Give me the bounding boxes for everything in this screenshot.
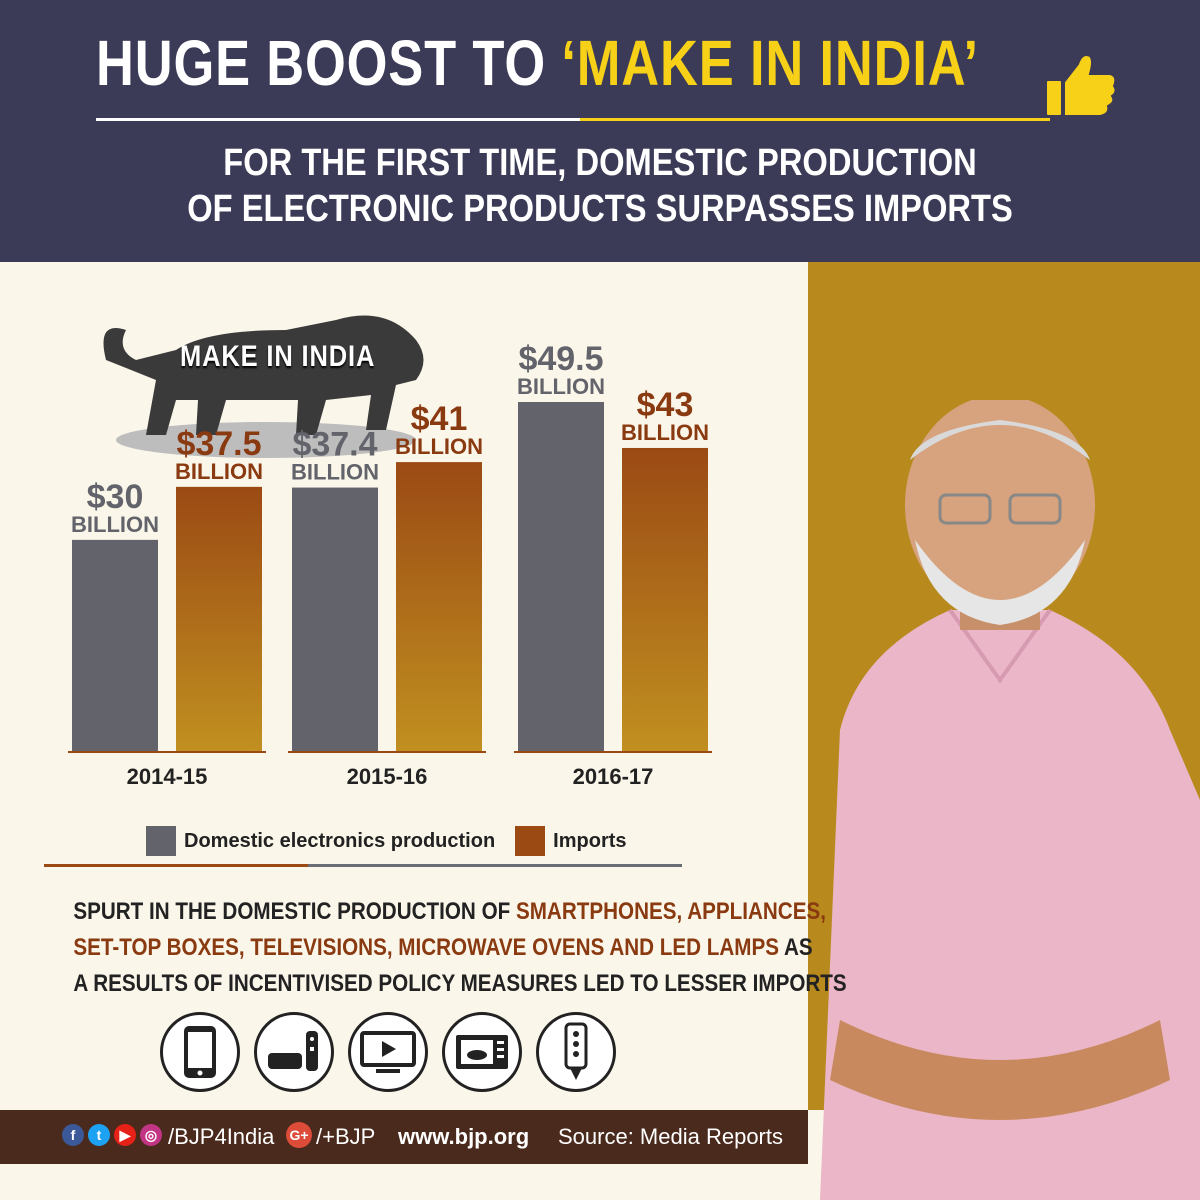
legend-item-domestic: Domestic electronics production <box>146 826 495 856</box>
led-lamp-icon <box>536 1012 616 1092</box>
product-icons <box>160 1012 616 1092</box>
footer-source: Source: Media Reports <box>558 1124 783 1149</box>
person-photo <box>820 400 1200 1200</box>
microwave-oven-icon <box>442 1012 522 1092</box>
data-label-unit: BILLION <box>71 512 159 537</box>
data-label-unit: BILLION <box>175 459 263 484</box>
data-label-unit: BILLION <box>291 460 379 485</box>
legend-swatch-domestic <box>146 826 176 856</box>
set-top-box-icon <box>254 1012 334 1092</box>
thumbs-up-icon <box>1045 54 1117 117</box>
instagram-icon[interactable]: ◎ <box>140 1124 162 1146</box>
divider-grey <box>308 864 682 867</box>
description-line-2-a: SET-TOP BOXES, TELEVISIONS, MICROWAVE OV… <box>73 934 780 961</box>
bar-domestic-2016-17 <box>518 402 604 752</box>
description-line-3: A RESULTS OF INCENTIVISED POLICY MEASURE… <box>73 970 847 997</box>
legend-label-domestic: Domestic electronics production <box>184 829 496 852</box>
header-banner: HUGE BOOST TO ‘MAKE IN INDIA’ FOR THE FI… <box>0 0 1200 262</box>
bar-imports-2015-16 <box>396 462 482 752</box>
bar-imports-2014-15 <box>176 486 262 752</box>
bar-domestic-2014-15 <box>72 539 158 752</box>
title-highlight: ‘MAKE IN INDIA’ <box>561 27 979 99</box>
twitter-icon[interactable]: t <box>88 1124 110 1146</box>
bottom-strip <box>0 1164 808 1200</box>
category-label: 2016-17 <box>573 764 654 789</box>
footer-social-handle[interactable]: /BJP4India <box>168 1124 275 1149</box>
description-line-1: SPURT IN THE DOMESTIC PRODUCTION OF SMAR… <box>73 894 826 930</box>
title-underline-yellow <box>580 118 1050 121</box>
subtitle: FOR THE FIRST TIME, DOMESTIC PRODUCTION … <box>0 140 1200 232</box>
page-title: HUGE BOOST TO ‘MAKE IN INDIA’ <box>96 26 979 100</box>
description-line-2-b: AS <box>779 934 813 961</box>
chart-legend: Domestic electronics production Imports <box>146 826 627 856</box>
data-label-value: $43 <box>637 386 694 424</box>
television-icon <box>348 1012 428 1092</box>
lion-icon <box>103 315 424 458</box>
legend-label-imports: Imports <box>553 829 627 852</box>
data-label-value: $41 <box>411 400 468 438</box>
bar-chart: $30BILLION$37.5BILLION$37.4BILLION$41BIL… <box>68 340 712 789</box>
data-label-unit: BILLION <box>395 434 483 459</box>
subtitle-line-1: FOR THE FIRST TIME, DOMESTIC PRODUCTION <box>223 142 977 184</box>
description-line-2: SET-TOP BOXES, TELEVISIONS, MICROWAVE OV… <box>73 930 812 966</box>
description-line-1-b: SMARTPHONES, APPLIANCES, <box>515 898 826 925</box>
data-label-unit: BILLION <box>517 374 605 399</box>
footer-bar: f t ▶ ◎ /BJP4India G+ /+BJP www.bjp.org … <box>0 1110 808 1164</box>
footer-gplus-handle[interactable]: /+BJP <box>316 1124 376 1149</box>
bar-domestic-2015-16 <box>292 487 378 752</box>
category-label: 2014-15 <box>127 764 208 789</box>
smartphone-icon <box>160 1012 240 1092</box>
google-plus-icon[interactable]: G+ <box>286 1122 312 1148</box>
data-label-value: $37.4 <box>292 426 377 464</box>
data-label-value: $49.5 <box>518 340 603 378</box>
category-label: 2015-16 <box>347 764 428 789</box>
footer-website-link[interactable]: www.bjp.org <box>398 1124 530 1149</box>
legend-swatch-imports <box>515 826 546 856</box>
facebook-icon[interactable]: f <box>62 1124 84 1146</box>
title-underline-white <box>96 118 580 121</box>
youtube-icon[interactable]: ▶ <box>114 1124 136 1146</box>
data-label-unit: BILLION <box>621 420 709 445</box>
subtitle-line-2: OF ELECTRONIC PRODUCTS SURPASSES IMPORTS <box>187 188 1013 230</box>
divider-brown <box>44 864 308 867</box>
lion-logo-label: MAKE IN INDIA <box>180 340 376 373</box>
data-label-value: $37.5 <box>176 425 261 463</box>
bar-imports-2016-17 <box>622 447 708 752</box>
description-text: SPURT IN THE DOMESTIC PRODUCTION OF SMAR… <box>20 894 847 1002</box>
data-label-value: $30 <box>87 478 144 516</box>
title-main: HUGE BOOST TO <box>96 27 562 99</box>
description-line-1-a: SPURT IN THE DOMESTIC PRODUCTION OF <box>73 898 516 925</box>
legend-item-imports: Imports <box>515 826 627 856</box>
